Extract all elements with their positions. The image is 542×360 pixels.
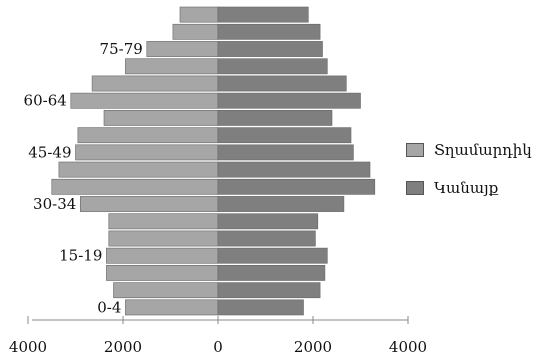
female-bar-8 xyxy=(217,161,371,178)
female-bar-7 xyxy=(217,178,376,195)
y-tick-label-0: 0-4 xyxy=(97,298,121,316)
male-bar-10 xyxy=(77,127,219,144)
female-bar-1 xyxy=(217,282,321,299)
female-bar-15 xyxy=(217,41,323,57)
female-bar-2 xyxy=(217,264,326,281)
male-bar-11 xyxy=(103,110,219,126)
legend-item-female: Կանայք xyxy=(406,178,532,198)
female-bar-14 xyxy=(217,58,328,75)
female-bar-5 xyxy=(217,213,319,230)
x-tick-label-4: 4000 xyxy=(389,338,427,356)
female-bar-9 xyxy=(217,144,354,161)
legend-swatch-male xyxy=(406,143,424,157)
male-bar-3 xyxy=(106,247,219,264)
male-bar-7 xyxy=(51,178,219,195)
female-bar-3 xyxy=(217,247,328,264)
male-bar-12 xyxy=(70,92,219,109)
male-bar-14 xyxy=(125,58,219,75)
female-bar-13 xyxy=(217,75,347,92)
y-tick-label-5: 75-79 xyxy=(100,40,143,58)
male-bar-2 xyxy=(106,264,219,281)
male-bar-17 xyxy=(179,6,219,23)
legend-swatch-female xyxy=(406,181,424,195)
male-bar-16 xyxy=(172,23,219,40)
x-tick-label-0: 4000 xyxy=(9,338,47,356)
legend-item-male: Տղամարդիկ xyxy=(406,140,532,160)
female-bar-12 xyxy=(217,92,361,109)
female-bar-4 xyxy=(217,230,316,247)
y-tick-label-4: 60-64 xyxy=(24,92,67,110)
female-bar-10 xyxy=(217,127,352,144)
axes-group: 4000 2000 0 2000 4000 0-4 15-19 30-34 45-49 60-64… xyxy=(9,40,427,356)
female-bar-17 xyxy=(217,6,309,23)
legend-label-female: Կանայք xyxy=(434,179,499,197)
male-bar-5 xyxy=(108,213,219,230)
female-bar-11 xyxy=(217,110,333,126)
female-bar-0 xyxy=(217,299,304,316)
x-tick-label-2: 0 xyxy=(213,338,223,356)
male-bar-0 xyxy=(125,299,219,316)
legend: Տղամարդիկ Կանայք xyxy=(406,140,532,216)
female-bar-6 xyxy=(217,196,345,212)
male-bar-4 xyxy=(108,230,219,247)
male-bar-8 xyxy=(58,161,219,178)
bars-group xyxy=(51,6,376,316)
y-tick-label-3: 45-49 xyxy=(28,143,71,161)
x-tick-label-1: 2000 xyxy=(104,338,142,356)
y-tick-label-1: 15-19 xyxy=(59,247,102,265)
male-bar-13 xyxy=(91,75,219,92)
male-bar-15 xyxy=(146,41,219,57)
male-bar-6 xyxy=(80,196,219,212)
legend-label-male: Տղամարդիկ xyxy=(434,141,532,159)
y-tick-label-2: 30-34 xyxy=(33,195,76,213)
male-bar-1 xyxy=(113,282,219,299)
male-bar-9 xyxy=(75,144,219,161)
x-tick-label-3: 2000 xyxy=(294,338,332,356)
female-bar-16 xyxy=(217,23,321,40)
